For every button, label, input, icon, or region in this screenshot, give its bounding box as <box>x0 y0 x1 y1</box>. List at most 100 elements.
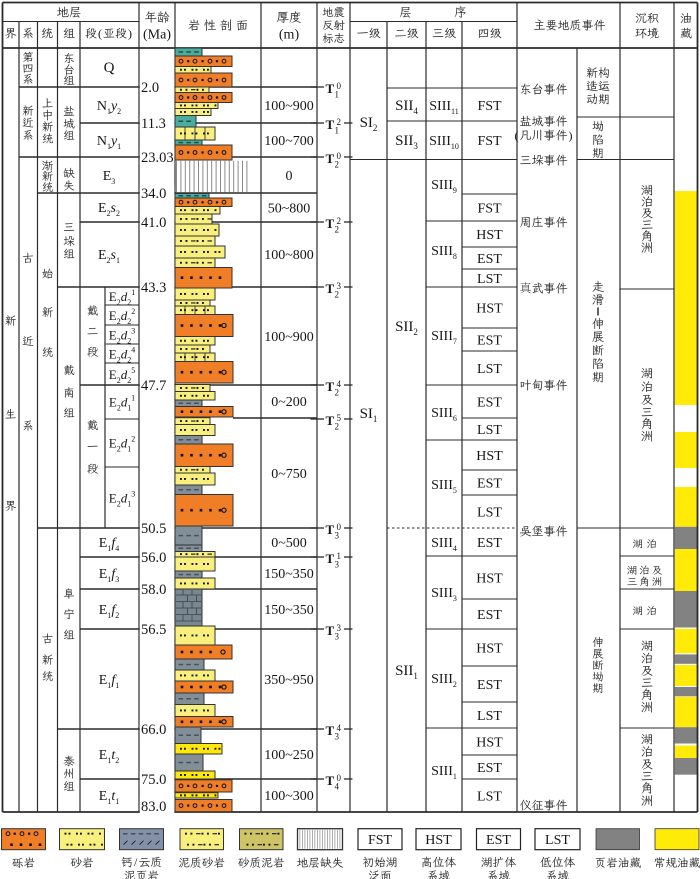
svg-text:150~350: 150~350 <box>264 603 314 618</box>
svg-text:56.0: 56.0 <box>141 550 166 566</box>
svg-text:66.0: 66.0 <box>141 722 166 738</box>
svg-text:SI1: SI1 <box>360 406 378 424</box>
svg-text:FST: FST <box>477 99 502 114</box>
svg-text:SIII11: SIII11 <box>429 99 458 116</box>
svg-text:E2s1: E2s1 <box>98 248 120 265</box>
svg-text:(Ma): (Ma) <box>143 28 171 43</box>
svg-text:43.3: 43.3 <box>141 280 166 296</box>
svg-text:EST: EST <box>486 833 511 848</box>
svg-text:T: T <box>326 81 335 96</box>
svg-text:E2d13: E2d13 <box>109 490 135 509</box>
svg-text:EST: EST <box>477 477 502 492</box>
svg-text:E2d24: E2d24 <box>109 346 135 365</box>
svg-text:T: T <box>326 551 335 566</box>
svg-text:FST: FST <box>477 202 502 217</box>
svg-text:EST: EST <box>477 678 502 693</box>
svg-text:1: 1 <box>335 126 340 136</box>
svg-text:E1f3: E1f3 <box>99 567 119 584</box>
svg-text:LST: LST <box>477 709 502 724</box>
svg-text:100~250: 100~250 <box>264 748 314 763</box>
svg-text:SI2: SI2 <box>360 115 378 133</box>
svg-text:HST: HST <box>476 642 503 657</box>
svg-text:50.5: 50.5 <box>141 521 166 537</box>
svg-text:EST: EST <box>477 334 502 349</box>
svg-text:E2d25: E2d25 <box>109 366 135 385</box>
svg-text:E1t2: E1t2 <box>99 748 119 765</box>
svg-text:T: T <box>326 723 335 738</box>
svg-text:T: T <box>326 773 335 788</box>
svg-text:E1f1: E1f1 <box>99 673 119 690</box>
svg-text:HST: HST <box>476 449 503 464</box>
svg-text:HST: HST <box>476 736 503 751</box>
svg-text:1: 1 <box>337 551 342 561</box>
svg-text:150~350: 150~350 <box>264 567 314 582</box>
svg-text:3: 3 <box>337 281 342 291</box>
svg-text:E1f2: E1f2 <box>99 603 119 620</box>
svg-text:T: T <box>326 379 335 394</box>
svg-text:83.0: 83.0 <box>141 799 166 815</box>
svg-text:3: 3 <box>335 560 340 570</box>
svg-text:SIII10: SIII10 <box>429 134 459 151</box>
svg-text:100~900: 100~900 <box>264 99 314 114</box>
svg-text:34.0: 34.0 <box>141 186 166 202</box>
svg-text:T: T <box>326 522 335 537</box>
svg-text:LST: LST <box>477 790 502 805</box>
svg-text:3: 3 <box>337 623 342 633</box>
svg-text:Q: Q <box>104 60 115 76</box>
svg-text:T: T <box>326 281 335 296</box>
svg-text:E2d21: E2d21 <box>109 288 135 307</box>
svg-text:4: 4 <box>337 723 342 733</box>
svg-text:2: 2 <box>335 225 340 235</box>
svg-text:0: 0 <box>286 169 293 184</box>
svg-text:/: / <box>134 855 138 869</box>
svg-text:E2d12: E2d12 <box>109 435 135 454</box>
svg-text:2.0: 2.0 <box>141 80 159 96</box>
svg-text:100~300: 100~300 <box>264 789 314 804</box>
svg-text:T: T <box>326 216 335 231</box>
svg-text:100~800: 100~800 <box>264 248 314 263</box>
svg-text:2: 2 <box>335 422 340 432</box>
svg-text:1: 1 <box>335 90 340 100</box>
svg-text:SII4: SII4 <box>395 98 418 116</box>
svg-text:E1t1: E1t1 <box>99 789 119 806</box>
svg-text:0: 0 <box>337 773 342 783</box>
svg-text:100~700: 100~700 <box>264 134 314 149</box>
svg-text:SIII6: SIII6 <box>431 406 457 423</box>
svg-text:23.03: 23.03 <box>141 150 174 166</box>
svg-text:LST: LST <box>545 833 570 848</box>
svg-text:3: 3 <box>335 732 340 742</box>
svg-text:(m): (m) <box>279 28 300 43</box>
svg-text:LST: LST <box>477 506 502 521</box>
svg-text:LST: LST <box>477 272 502 287</box>
svg-text:SIII8: SIII8 <box>431 244 457 261</box>
svg-text:2: 2 <box>337 117 342 127</box>
svg-text:HST: HST <box>476 228 503 243</box>
svg-text:E2s2: E2s2 <box>98 201 120 218</box>
svg-text:41.0: 41.0 <box>141 215 166 231</box>
svg-text:75.0: 75.0 <box>141 772 166 788</box>
svg-text:0~200: 0~200 <box>271 395 307 410</box>
svg-text:T: T <box>326 151 335 166</box>
svg-text:LST: LST <box>477 423 502 438</box>
svg-text:SIII3: SIII3 <box>431 586 457 603</box>
svg-text:0: 0 <box>337 151 342 161</box>
svg-text:50~800: 50~800 <box>268 202 311 217</box>
svg-text:2: 2 <box>335 160 340 170</box>
svg-text:E1f4: E1f4 <box>99 536 119 553</box>
svg-text:2: 2 <box>337 216 342 226</box>
svg-text:T: T <box>326 413 335 428</box>
svg-text:EST: EST <box>477 536 502 551</box>
svg-text:FST: FST <box>368 833 393 848</box>
svg-text:EST: EST <box>477 396 502 411</box>
svg-text:SIII7: SIII7 <box>431 329 457 346</box>
svg-text:E2d11: E2d11 <box>109 394 135 413</box>
svg-text:E3: E3 <box>103 169 116 186</box>
svg-text:LST: LST <box>477 362 502 377</box>
svg-text:0~500: 0~500 <box>271 536 307 551</box>
svg-text:EST: EST <box>477 608 502 623</box>
svg-text:58.0: 58.0 <box>141 582 166 598</box>
svg-text:0: 0 <box>337 522 342 532</box>
svg-text:5: 5 <box>337 413 342 423</box>
svg-text:4: 4 <box>335 782 340 792</box>
svg-text:(: ( <box>515 128 519 142</box>
